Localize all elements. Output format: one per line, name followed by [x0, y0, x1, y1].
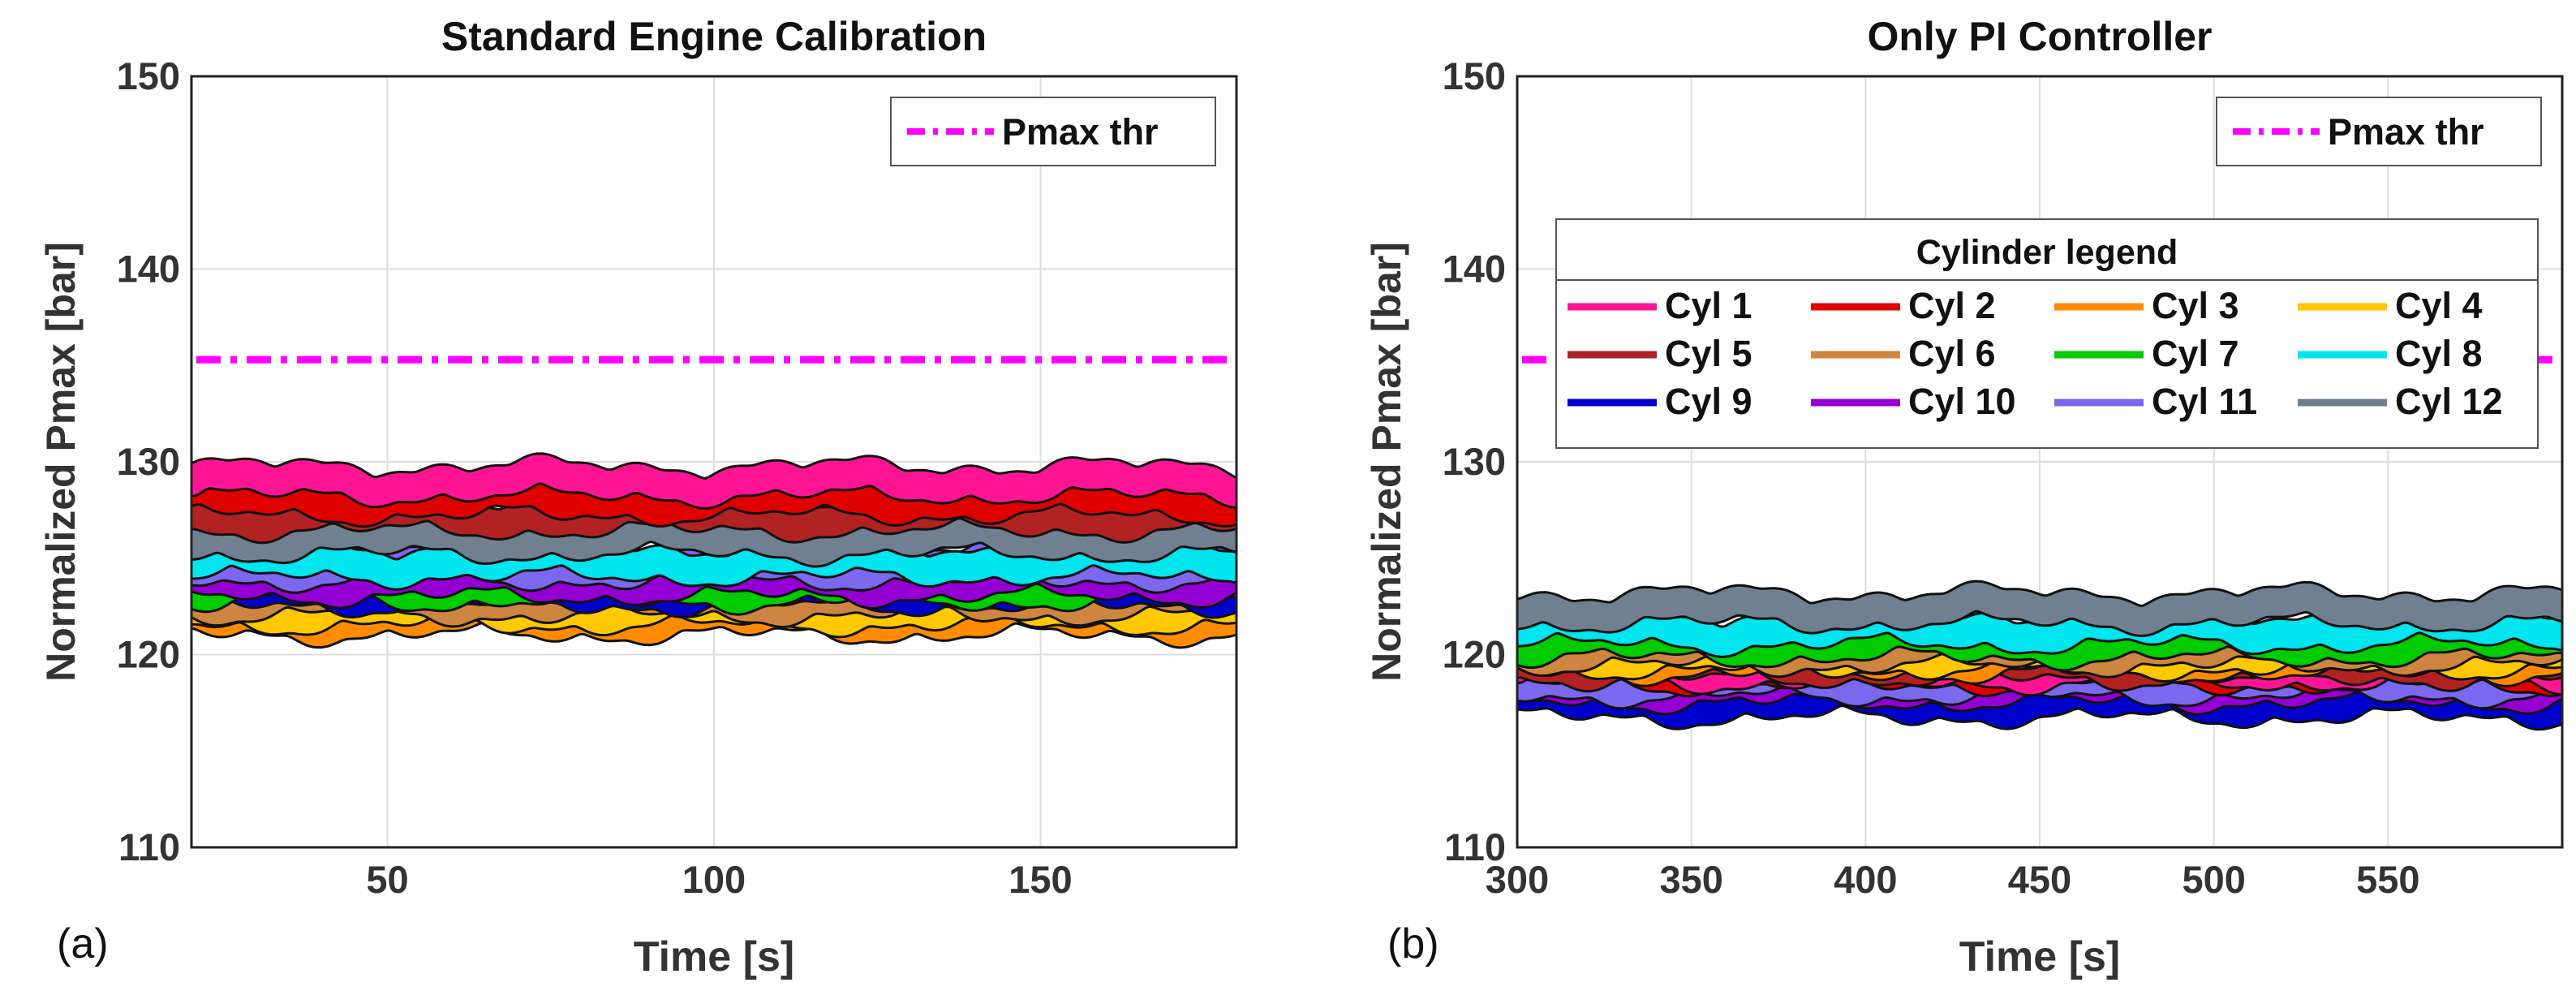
- series-line-a-1: [191, 455, 1236, 507]
- legend-label-cyl-3: Cyl 3: [2152, 285, 2239, 326]
- threshold-legend-box-a: [890, 97, 1216, 166]
- legend-label-cyl-11: Cyl 11: [2152, 381, 2257, 422]
- legend-label-cyl-7: Cyl 7: [2152, 333, 2239, 374]
- x-tick-label-b-0: 300: [1486, 858, 1549, 901]
- legend-label-cyl-6: Cyl 6: [1908, 333, 1996, 374]
- legend-label-cyl-12: Cyl 12: [2395, 381, 2503, 422]
- x-tick-label-a-0: 50: [366, 858, 408, 901]
- y-tick-label-b-2: 130: [1443, 440, 1506, 483]
- x-tick-label-a-1: 100: [682, 858, 746, 901]
- tick-labels-a: 50 100 150 110 120 130 140 150: [117, 54, 1073, 901]
- panel-label-a: (a): [57, 920, 109, 967]
- x-tick-label-b-2: 400: [1834, 858, 1897, 901]
- series-group-b: [1517, 580, 2562, 731]
- chart-title-a: Standard Engine Calibration: [441, 14, 987, 59]
- panel-a: 50 100 150 110 120 130 140 150 Standard Engine …: [38, 14, 1238, 980]
- series-group-a: [191, 452, 1236, 649]
- threshold-legend-label-b: Pmax thr: [2328, 111, 2484, 153]
- cylinder-legend-items: Cyl 1 Cyl 2 Cyl 3 Cyl 4 Cyl 5 Cyl 6 Cyl 7 Cyl 8…: [1568, 285, 2503, 422]
- y-tick-label-b-4: 150: [1443, 54, 1506, 97]
- x-tick-label-b-3: 450: [2008, 858, 2071, 901]
- x-axis-label-b: Time [s]: [1959, 933, 2120, 980]
- y-tick-label-a-2: 130: [117, 440, 180, 483]
- legend-label-cyl-4: Cyl 4: [2395, 285, 2483, 326]
- cylinder-legend: Cylinder legend Cyl 1 Cyl 2 Cyl 3 Cyl 4Cyl …: [1555, 218, 2539, 449]
- y-axis-label-a: Normalized Pmax [bar]: [38, 242, 84, 682]
- axes-frame-a: [190, 75, 1238, 849]
- legend-label-cyl-8: Cyl 8: [2395, 333, 2483, 374]
- y-tick-label-b-3: 140: [1443, 248, 1506, 291]
- series-line-a-8: [191, 536, 1236, 588]
- tick-labels-b: 300 350 400 450 500 550 110 120 130 140 150: [1443, 54, 2420, 901]
- y-tick-label-a-0: 110: [118, 825, 180, 868]
- y-tick-label-b-1: 120: [1443, 633, 1506, 676]
- y-tick-label-a-4: 150: [117, 54, 180, 97]
- axes-frame-b: [1516, 75, 2564, 849]
- legend-label-cyl-2: Cyl 2: [1908, 285, 1996, 326]
- x-axis-label-a: Time [s]: [634, 933, 794, 980]
- x-tick-label-b-5: 550: [2356, 858, 2419, 901]
- threshold-legend-box-b: [2216, 97, 2542, 166]
- x-tick-label-b-4: 500: [2182, 858, 2245, 901]
- series-line-b-12: [1517, 582, 2562, 635]
- threshold-legend-b: Pmax thr: [2216, 97, 2542, 166]
- cylinder-legend-box: [1555, 218, 2539, 449]
- chart-title-b: Only PI Controller: [1867, 14, 2212, 59]
- legend-label-cyl-10: Cyl 10: [1908, 381, 2016, 422]
- panel-label-b: (b): [1387, 920, 1439, 967]
- threshold-legend-label-a: Pmax thr: [1002, 111, 1159, 153]
- cylinder-legend-title: Cylinder legend: [1916, 233, 2178, 272]
- legend-label-cyl-5: Cyl 5: [1665, 333, 1752, 374]
- legend-label-cyl-9: Cyl 9: [1665, 381, 1752, 422]
- x-tick-label-a-2: 150: [1008, 858, 1072, 901]
- series-line-a-12: [191, 513, 1236, 566]
- y-tick-label-a-3: 140: [117, 248, 180, 291]
- y-tick-label-b-0: 110: [1444, 825, 1506, 868]
- y-tick-label-a-1: 120: [117, 633, 180, 676]
- panel-b: 300 350 400 450 500 550 110 120 130 140 150 Only P…: [1364, 14, 2564, 980]
- y-axis-label-b: Normalized Pmax [bar]: [1364, 242, 1409, 682]
- legend-label-cyl-1: Cyl 1: [1665, 285, 1752, 326]
- threshold-legend-a: Pmax thr: [890, 97, 1216, 166]
- x-tick-label-b-1: 350: [1659, 858, 1722, 901]
